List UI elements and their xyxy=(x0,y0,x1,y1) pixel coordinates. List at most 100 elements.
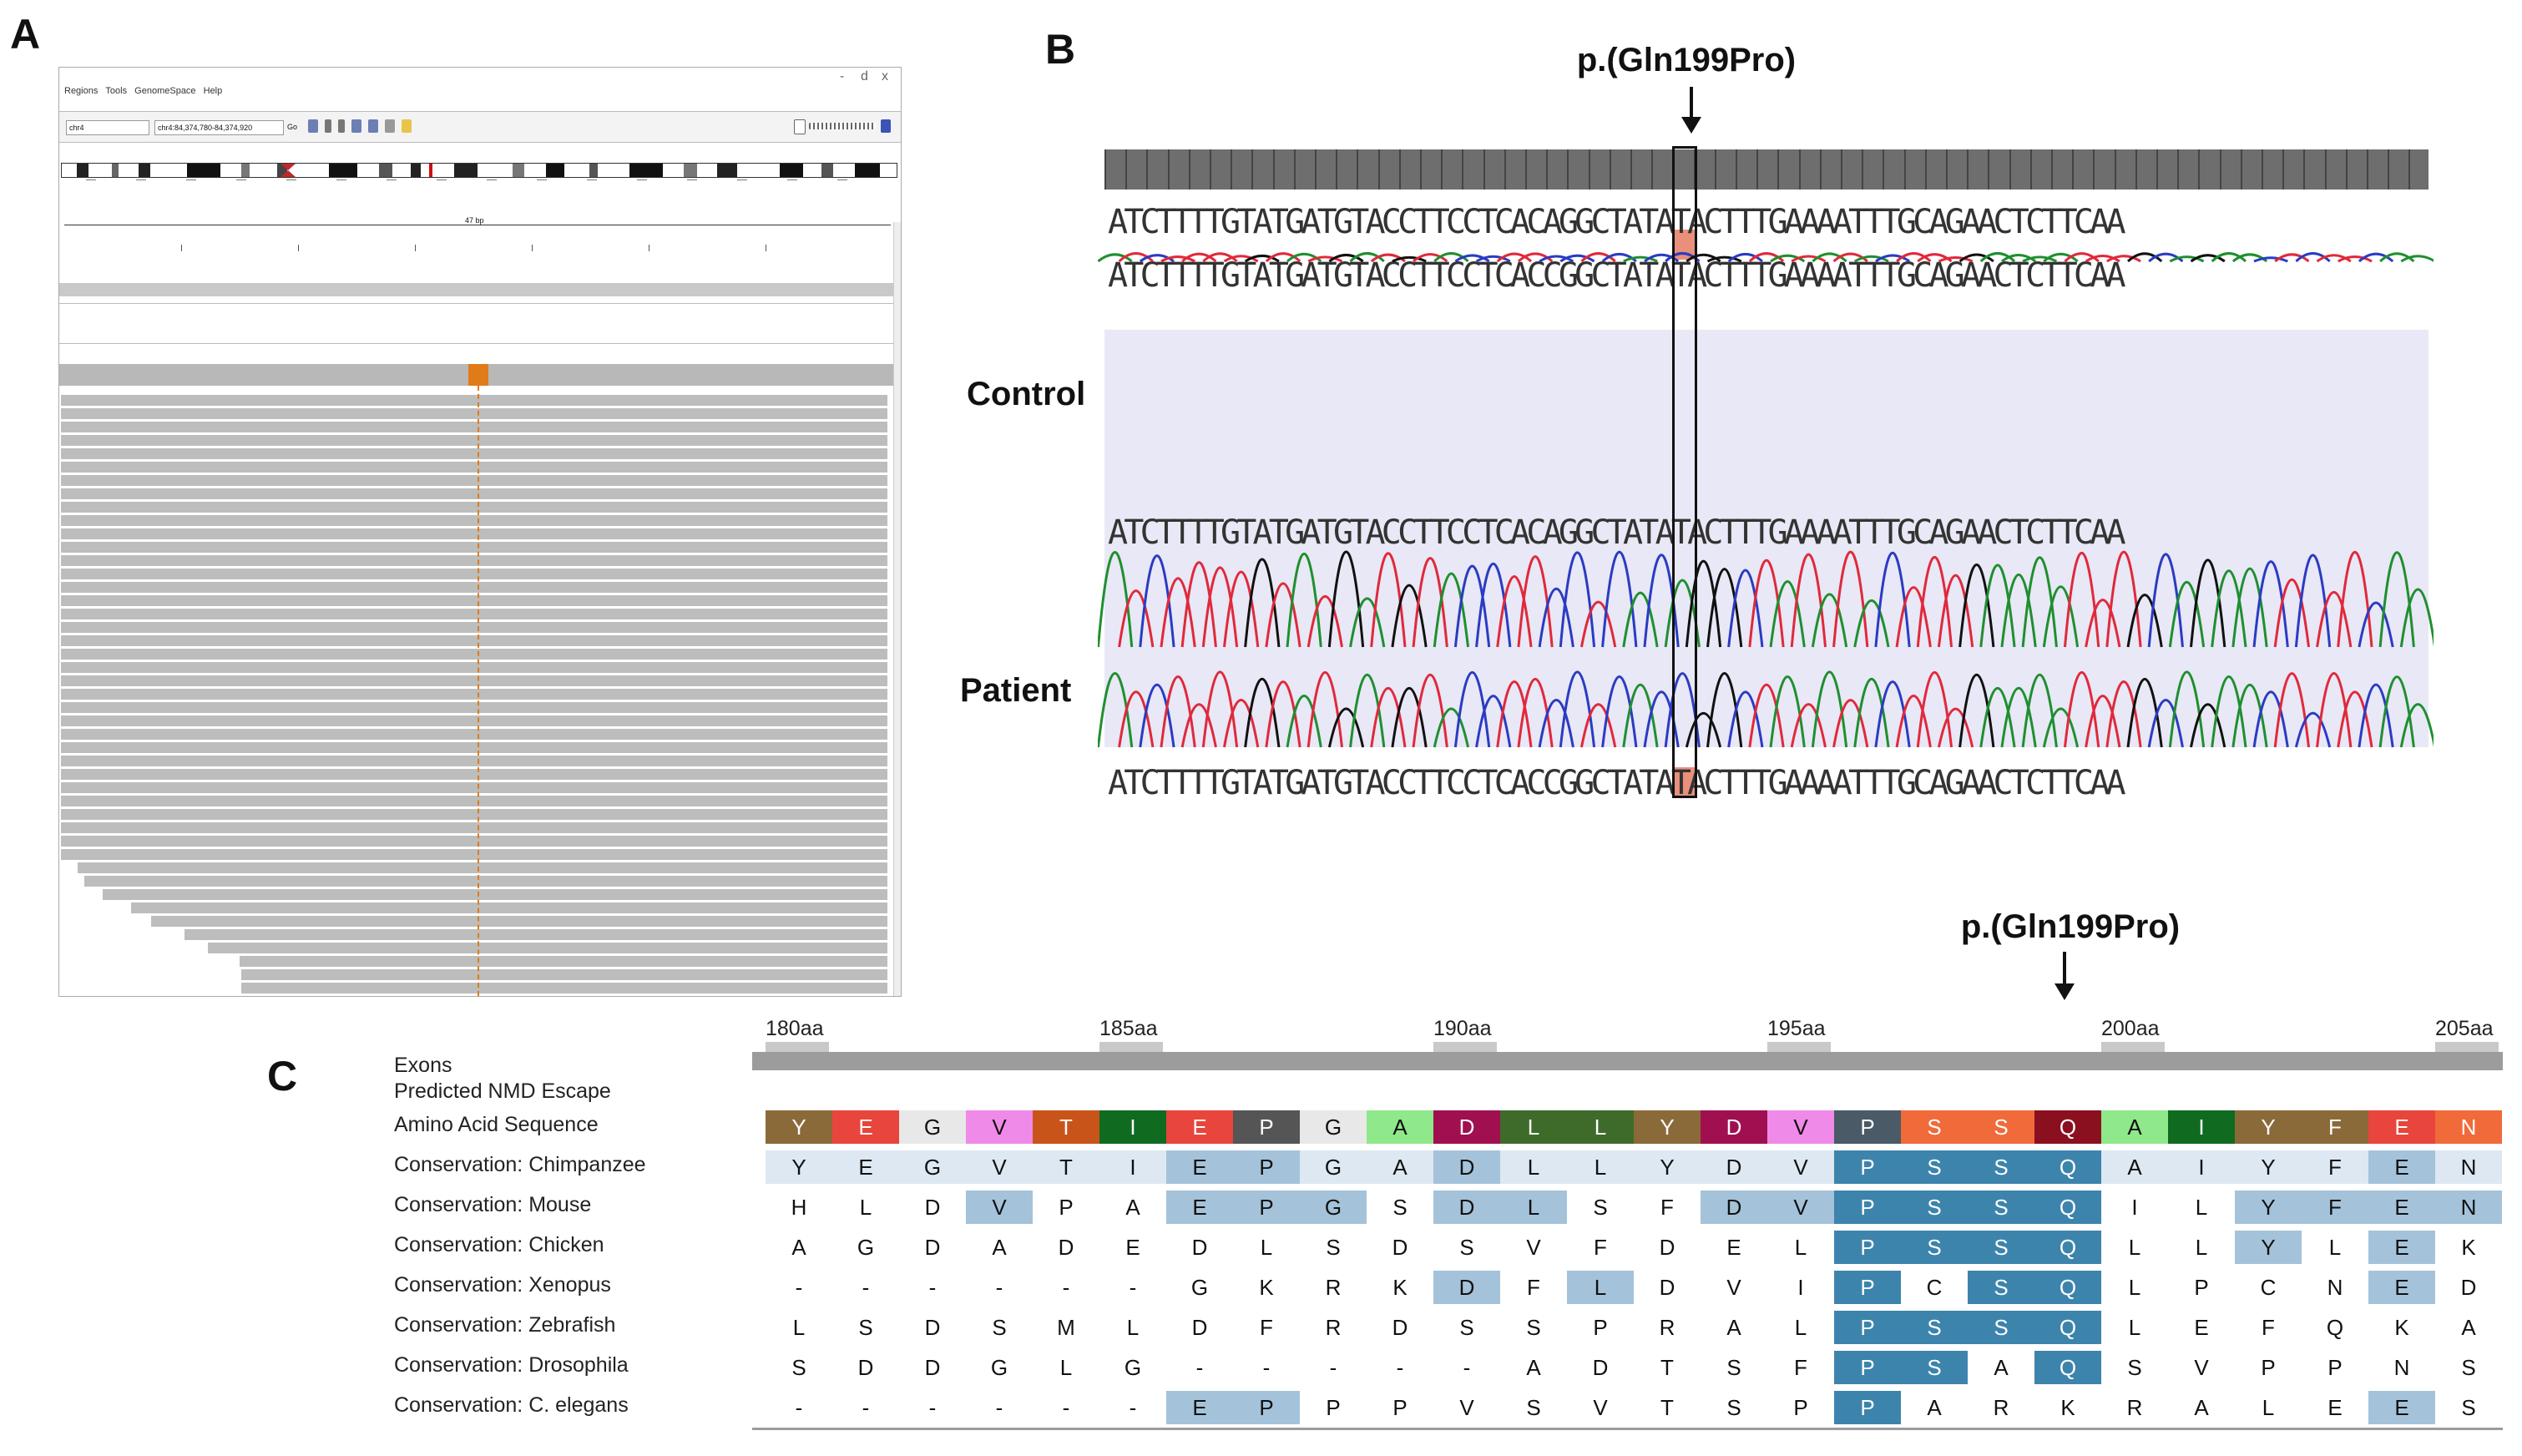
conservation-cell: D xyxy=(1033,1231,1099,1264)
zoom-out-icon[interactable] xyxy=(794,119,806,134)
conservation-cell: F xyxy=(2302,1191,2368,1224)
read xyxy=(240,956,887,967)
patient-label: Patient xyxy=(960,672,1072,709)
conservation-cell: S xyxy=(2101,1351,2168,1384)
trace-peak-A xyxy=(1349,252,1385,263)
zoom-slider[interactable] xyxy=(809,123,876,129)
trace-peak-G xyxy=(1327,550,1365,648)
locus-input[interactable]: chr4:84,374,780-84,374,920 xyxy=(154,120,284,135)
read xyxy=(131,902,887,913)
trace-peak-A xyxy=(1286,552,1322,648)
row-label-drosophila: Conservation: Drosophila xyxy=(394,1353,629,1377)
trace-peak-C xyxy=(2253,256,2288,263)
conservation-cell: F xyxy=(2235,1311,2302,1344)
ideogram-band xyxy=(684,164,697,177)
go-button[interactable]: Go xyxy=(287,123,298,131)
conservation-cell: N xyxy=(2435,1191,2502,1224)
quality-tick xyxy=(2093,149,2095,190)
trace-peak-A xyxy=(1979,252,2016,263)
conservation-cell: H xyxy=(766,1191,832,1224)
trace-peak-A xyxy=(2000,573,2037,648)
amino-acid-cell: Q xyxy=(2034,1110,2101,1144)
trace-peak-C xyxy=(2358,601,2394,648)
restore-button[interactable]: d xyxy=(861,69,868,83)
menu-regions[interactable]: Regions xyxy=(64,86,99,96)
read xyxy=(61,515,887,526)
home-icon[interactable] xyxy=(308,119,318,133)
ideogram-band xyxy=(589,164,598,177)
conservation-cell: P xyxy=(1033,1191,1099,1224)
trace-peak-T xyxy=(1517,252,1554,263)
conservation-cell: L xyxy=(832,1191,899,1224)
read xyxy=(61,756,887,766)
vertical-scrollbar[interactable] xyxy=(893,222,901,996)
conservation-cell: K xyxy=(1367,1271,1433,1304)
trace-peak-A xyxy=(1769,580,1806,648)
refresh-icon[interactable] xyxy=(351,119,361,133)
trace-peak-A xyxy=(1433,252,1469,263)
menu-tools[interactable]: Tools xyxy=(105,86,128,96)
amino-acid-cell: A xyxy=(1367,1110,1433,1144)
variant-coverage-marker[interactable] xyxy=(468,364,488,386)
forward-icon[interactable] xyxy=(338,119,345,133)
conservation-cell: E xyxy=(832,1150,899,1184)
trace-peak-T xyxy=(2316,590,2353,648)
trace-peak-A xyxy=(1433,707,1469,748)
trace-peak-C xyxy=(1139,684,1175,748)
resize-icon[interactable] xyxy=(385,119,395,133)
region-icon[interactable] xyxy=(368,119,378,133)
quality-tick xyxy=(1798,149,1801,190)
conservation-cell: P xyxy=(1767,1391,1834,1424)
trace-peak-A xyxy=(1769,675,1806,748)
trace-peak-T xyxy=(2064,252,2100,263)
conservation-cell: S xyxy=(1901,1231,1968,1264)
quality-tick xyxy=(1588,149,1590,190)
axis-tick-195: 195aa xyxy=(1767,1017,1826,1040)
trace-peak-A xyxy=(2042,707,2080,748)
conservation-cell: - xyxy=(832,1271,899,1304)
trace-peak-A xyxy=(1979,564,2016,648)
amino-acid-cell: E xyxy=(1166,1110,1233,1144)
trace-peak-T xyxy=(1118,252,1154,263)
ideogram-band xyxy=(112,164,119,177)
conservation-cell: - xyxy=(1433,1351,1500,1384)
trace-peak-T xyxy=(1265,252,1301,263)
read xyxy=(61,462,887,473)
quality-tick xyxy=(1714,149,1716,190)
trace-peak-C xyxy=(1538,699,1574,748)
conservation-cell: N xyxy=(2368,1351,2435,1384)
read xyxy=(61,502,887,513)
conservation-cell: I xyxy=(1767,1271,1834,1304)
quality-tick xyxy=(2135,149,2137,190)
menu-genomespace[interactable]: GenomeSpace xyxy=(134,86,196,96)
trace-peak-T xyxy=(2273,578,2310,648)
conservation-cell: A xyxy=(1099,1191,1166,1224)
zoom-in-icon[interactable] xyxy=(881,119,891,133)
quality-tick xyxy=(2219,149,2221,190)
quality-tick xyxy=(1693,149,1696,190)
mutation-arrow-c xyxy=(2063,952,2066,983)
conservation-cell: A xyxy=(766,1231,832,1264)
trace-peak-T xyxy=(1517,677,1554,748)
menu-help[interactable]: Help xyxy=(203,86,223,96)
trace-peak-A xyxy=(1811,670,1848,748)
trace-peak-A xyxy=(2042,585,2080,648)
trace-peak-A xyxy=(2211,252,2247,263)
trace-peak-C xyxy=(1453,670,1491,748)
minimize-button[interactable]: - xyxy=(840,69,845,83)
mutation-arrow-head-b xyxy=(1681,117,1701,134)
conservation-cell: S xyxy=(2435,1351,2502,1384)
trace-peak-C xyxy=(1727,569,1764,648)
trace-peak-T xyxy=(2063,670,2100,748)
quality-tick xyxy=(1862,149,1864,190)
quality-tick xyxy=(1903,149,1906,190)
trace-peak-T xyxy=(1748,252,1785,263)
conservation-cell: E xyxy=(2368,1271,2435,1304)
popup-icon[interactable] xyxy=(402,119,412,133)
chromosome-select[interactable]: chr4 xyxy=(66,120,149,135)
amino-acid-cell: L xyxy=(1567,1110,1634,1144)
back-icon[interactable] xyxy=(325,119,331,133)
conservation-cell: L xyxy=(1567,1271,1634,1304)
close-button[interactable]: x xyxy=(882,69,888,83)
chromosome-ideogram[interactable] xyxy=(61,163,897,178)
